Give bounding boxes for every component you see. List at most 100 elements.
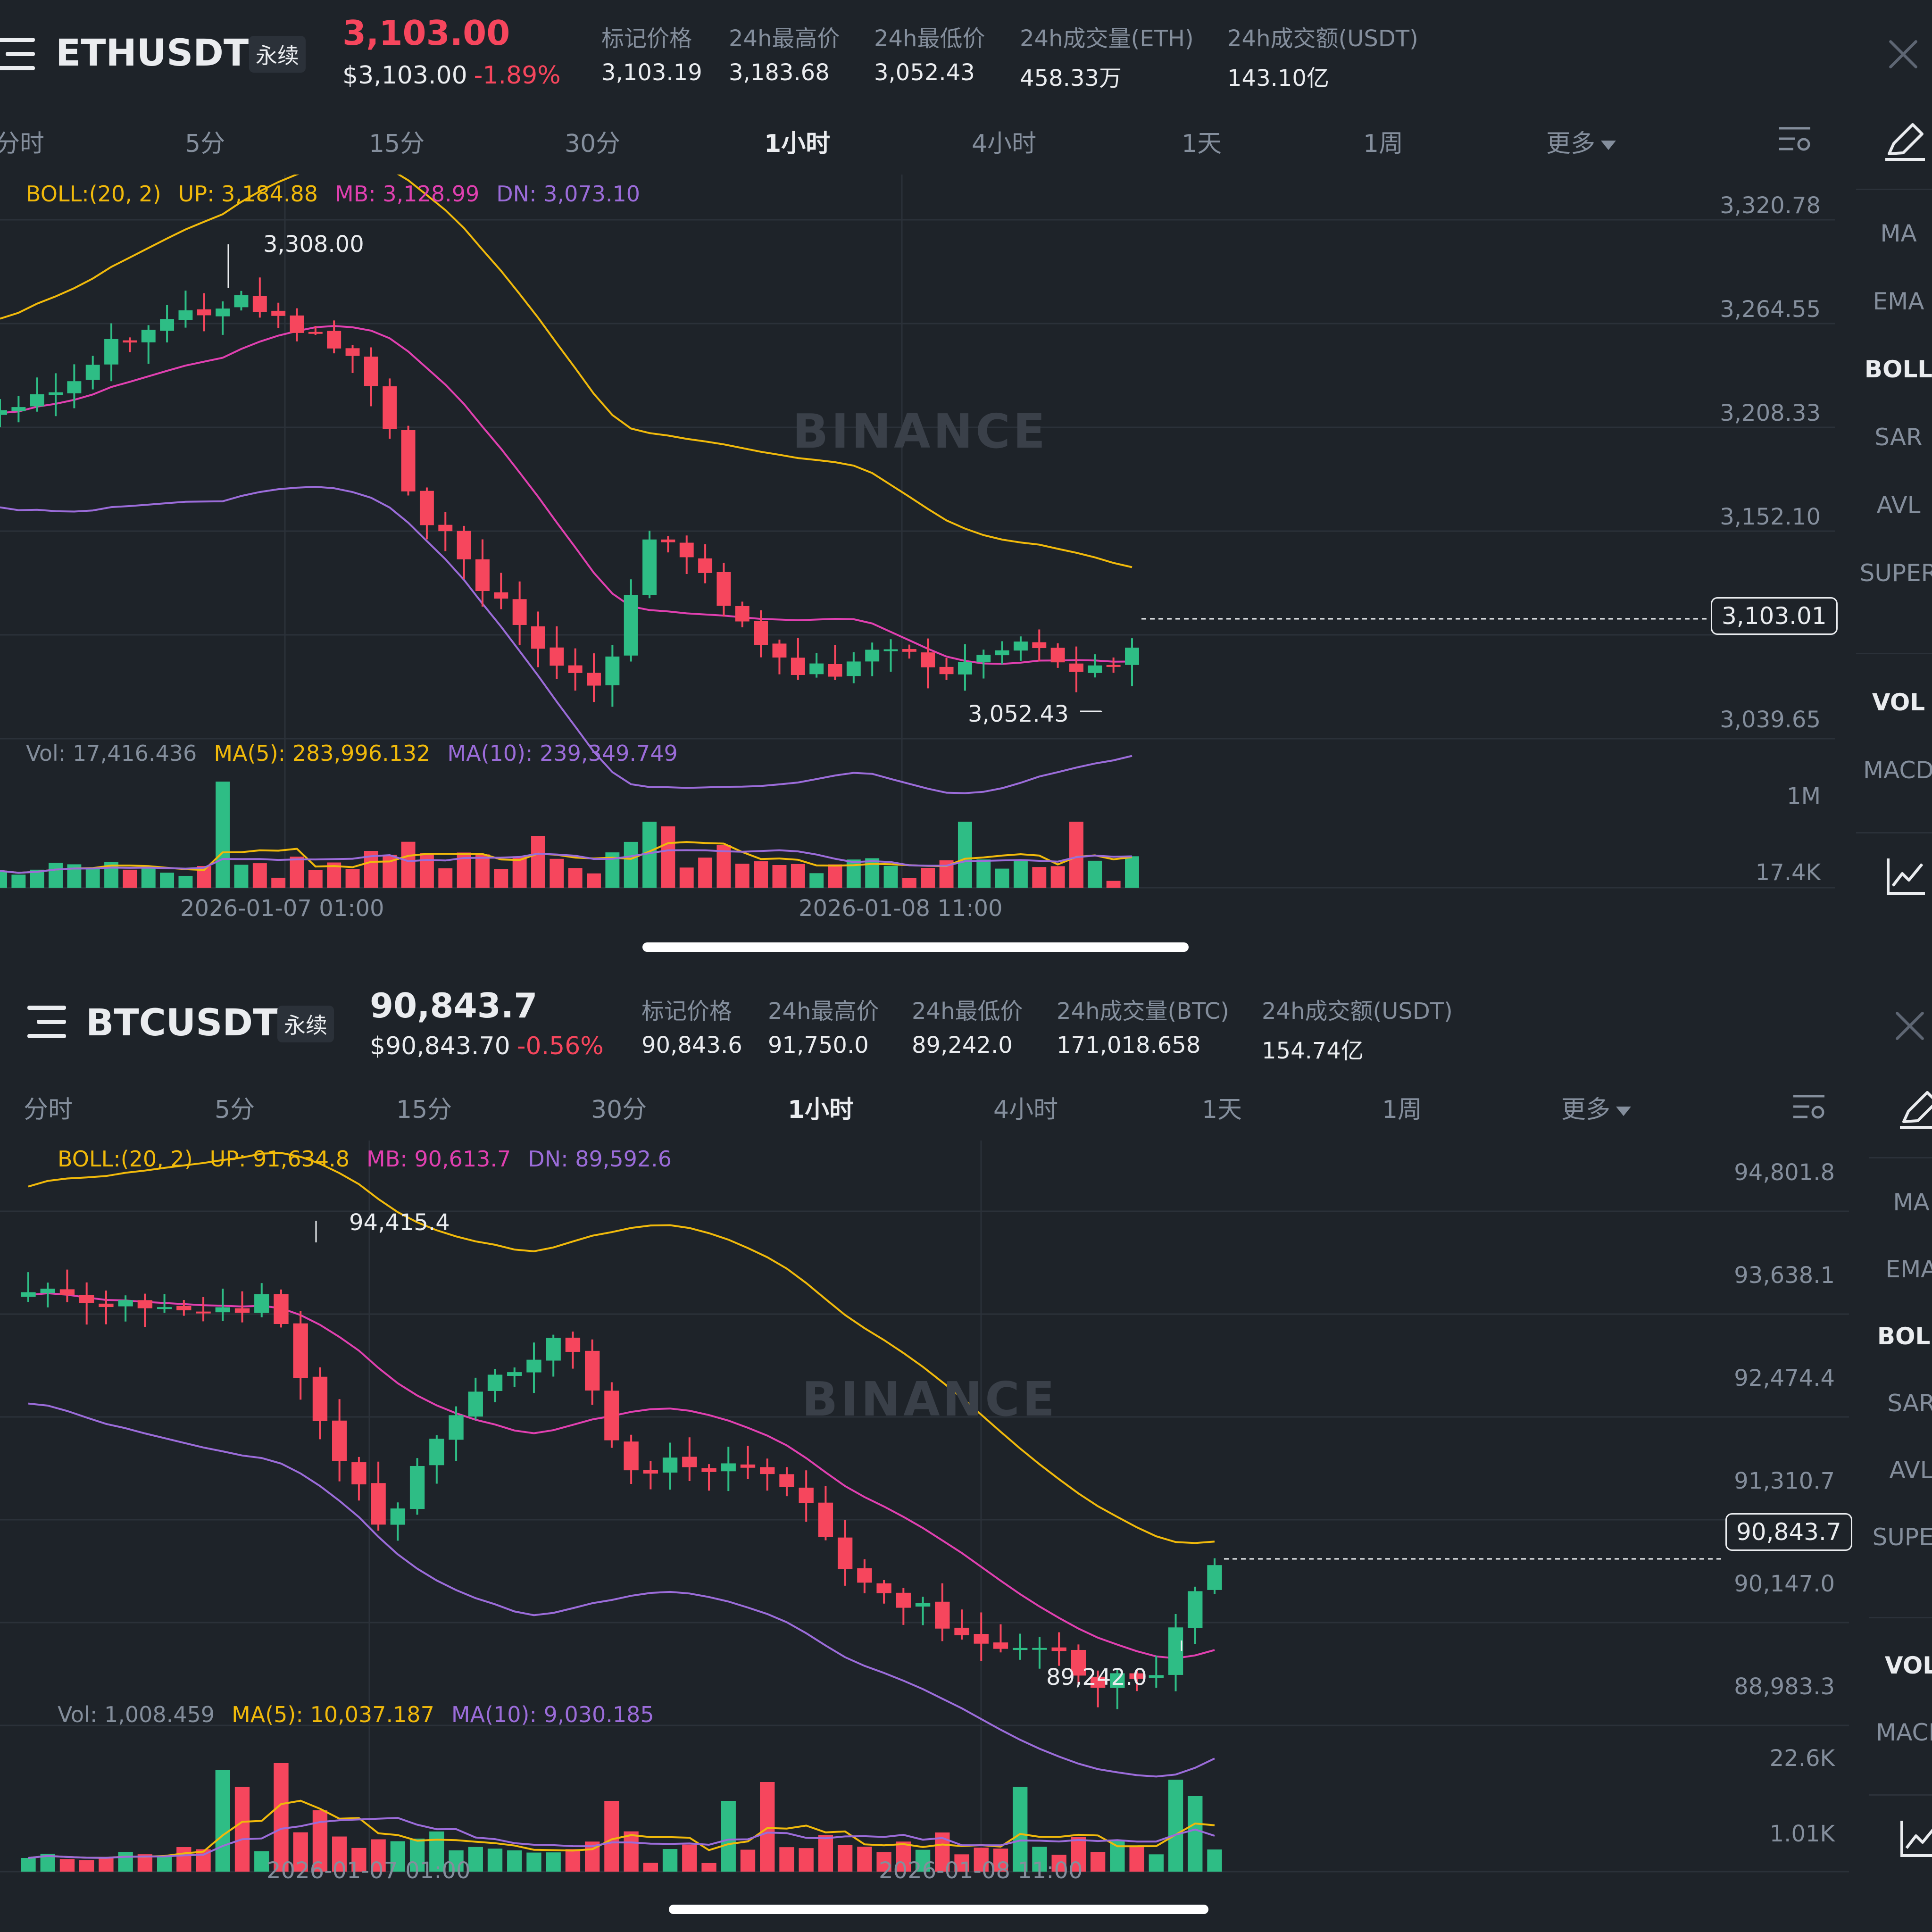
- pencil-icon[interactable]: [1883, 121, 1926, 163]
- indicator-ema[interactable]: EMA: [1885, 1256, 1932, 1283]
- tab-15m[interactable]: 15分: [396, 1096, 452, 1124]
- candle: [1013, 641, 1028, 651]
- candle: [1188, 1591, 1203, 1628]
- chart-settings-icon[interactable]: [1778, 125, 1811, 154]
- volume-bar: [993, 1849, 1008, 1872]
- candle: [643, 1470, 658, 1474]
- candle: [21, 1292, 36, 1297]
- candle: [345, 348, 360, 356]
- tab-1w[interactable]: 1周: [1382, 1096, 1423, 1124]
- tab-time-sharing[interactable]: 分时: [24, 1096, 73, 1124]
- indicator-vol[interactable]: VOL: [1884, 1652, 1932, 1679]
- stat-mark-price: 标记价格 3,103.19: [601, 25, 702, 86]
- volume-bar: [818, 1835, 833, 1872]
- volume-bar: [290, 857, 304, 888]
- candle: [487, 1374, 503, 1391]
- candle: [779, 1474, 794, 1487]
- indicator-ma[interactable]: MA: [1880, 220, 1917, 247]
- volume-bar: [526, 1852, 541, 1872]
- candlestick-chart[interactable]: [0, 1141, 1849, 1895]
- volume-bar: [837, 1845, 853, 1872]
- candle: [604, 1391, 619, 1441]
- tab-1h[interactable]: 1小时: [788, 1096, 854, 1124]
- tab-15m[interactable]: 15分: [369, 130, 425, 158]
- y-tick: 3,152.10: [1720, 504, 1821, 530]
- tab-1d[interactable]: 1天: [1202, 1096, 1242, 1124]
- volume-bar: [643, 1863, 658, 1872]
- chart-settings-icon[interactable]: [1792, 1093, 1825, 1122]
- volume-bar: [1149, 1854, 1164, 1872]
- chevron-down-icon: [1601, 141, 1616, 150]
- candle: [976, 655, 991, 663]
- candle: [40, 1289, 55, 1293]
- price-change: -0.56%: [516, 1032, 604, 1060]
- symbol-name[interactable]: BTCUSDT: [86, 1002, 278, 1044]
- candle: [818, 1502, 833, 1537]
- tab-30m[interactable]: 30分: [591, 1096, 647, 1124]
- volume-bar: [546, 1852, 561, 1872]
- indicator-avl[interactable]: AVL: [1889, 1457, 1932, 1484]
- menu-icon[interactable]: [27, 1006, 69, 1040]
- volume-bar: [740, 1849, 756, 1872]
- candle: [896, 1592, 911, 1608]
- x-tick: 2026-01-07 01:00: [266, 1857, 471, 1884]
- tab-5m[interactable]: 5分: [215, 1096, 255, 1124]
- indicator-chart-icon[interactable]: [1898, 1817, 1932, 1859]
- candle: [587, 673, 601, 686]
- tab-1w[interactable]: 1周: [1363, 130, 1404, 158]
- tab-5m[interactable]: 5分: [185, 130, 225, 158]
- x-tick: 2026-01-08 11:00: [879, 1857, 1083, 1884]
- volume-bar: [568, 868, 583, 888]
- indicator-boll[interactable]: BOLL: [1877, 1323, 1932, 1350]
- volume-bar: [662, 1849, 678, 1872]
- volume-bar: [409, 1838, 425, 1872]
- volume-bar: [550, 858, 564, 888]
- indicator-sar[interactable]: SAR: [1887, 1390, 1932, 1417]
- tab-1d[interactable]: 1天: [1182, 130, 1222, 158]
- menu-icon[interactable]: [0, 38, 38, 72]
- indicator-vol[interactable]: VOL: [1872, 689, 1925, 716]
- candle: [254, 1294, 269, 1313]
- tab-1h[interactable]: 1小时: [764, 130, 831, 158]
- volume-bar: [512, 856, 527, 888]
- candle: [993, 1642, 1008, 1649]
- symbol-name[interactable]: ETHUSDT: [56, 32, 249, 75]
- indicator-boll[interactable]: BOLL: [1864, 356, 1932, 383]
- indicator-ma[interactable]: MA: [1893, 1189, 1930, 1216]
- tab-more[interactable]: 更多: [1561, 1090, 1632, 1125]
- indicator-super[interactable]: SUPER: [1872, 1524, 1932, 1551]
- divider: [1869, 1157, 1932, 1158]
- volume-bar: [958, 822, 972, 888]
- vol-ma5: MA(5): 283,996.132: [214, 741, 431, 766]
- volume-bar: [234, 1787, 250, 1872]
- candle: [104, 339, 119, 365]
- indicator-macd[interactable]: MACD: [1876, 1719, 1932, 1746]
- tab-time-sharing[interactable]: 分时: [0, 130, 45, 158]
- tab-4h[interactable]: 4小时: [972, 130, 1037, 158]
- price-change: -1.89%: [474, 61, 561, 90]
- volume-bar: [1051, 1855, 1066, 1872]
- volume-bar: [902, 878, 916, 888]
- x-tick: 2026-01-08 11:00: [799, 895, 1003, 922]
- candlestick-chart[interactable]: [0, 175, 1835, 929]
- boll-middle-line: [28, 1292, 1215, 1659]
- volume-bar: [1069, 822, 1083, 888]
- candle: [290, 315, 304, 333]
- volume-ma10-line: [28, 1817, 1215, 1859]
- btc-chart-panel: BTCUSDT 永续 90,843.7 $90,843.70 -0.56% 标记价…: [0, 966, 1932, 1932]
- home-indicator: [642, 942, 1189, 952]
- indicator-ema[interactable]: EMA: [1873, 288, 1924, 315]
- pencil-icon[interactable]: [1898, 1089, 1932, 1131]
- indicator-avl[interactable]: AVL: [1876, 491, 1921, 519]
- indicator-chart-icon[interactable]: [1884, 855, 1927, 897]
- tab-more[interactable]: 更多: [1546, 124, 1616, 159]
- indicator-super[interactable]: SUPER: [1859, 559, 1932, 587]
- indicator-sar[interactable]: SAR: [1874, 424, 1923, 451]
- volume-bar: [604, 1801, 619, 1872]
- candle: [327, 331, 341, 349]
- tab-4h[interactable]: 4小时: [993, 1096, 1058, 1124]
- indicator-macd[interactable]: MACD: [1863, 757, 1932, 784]
- volume-bar: [587, 873, 601, 888]
- candle: [828, 664, 842, 677]
- tab-30m[interactable]: 30分: [565, 130, 621, 158]
